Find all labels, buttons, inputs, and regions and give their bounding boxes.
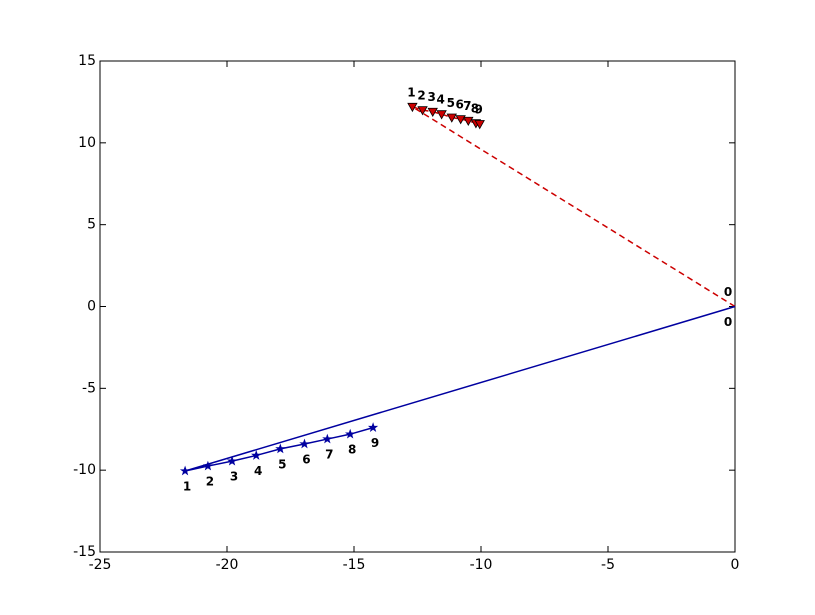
series-line [184,305,736,472]
marker [417,106,428,116]
point-label: 6 [456,98,464,112]
marker [251,449,262,460]
point-label: 2 [417,89,425,103]
point-label: 6 [302,452,310,466]
marker [322,433,333,444]
marker [474,120,485,130]
point-label: 3 [230,470,238,484]
point-label: 4 [436,93,444,107]
marker [427,107,438,118]
y-tick-label: -15 [73,544,96,560]
x-tick-label: -15 [343,557,366,573]
x-tick-label: -20 [216,557,239,573]
series-line [412,106,736,308]
point-label: 4 [254,464,262,478]
y-tick-label: -5 [82,380,96,396]
point-label: 9 [371,436,379,450]
point-label: 8 [348,443,356,457]
y-tick-label: 0 [87,299,96,315]
y-tick-label: 5 [87,217,96,233]
x-tick-label: 0 [731,557,740,573]
marker [367,422,379,433]
point-label: 7 [463,99,471,113]
marker [455,115,466,125]
x-tick-label: -5 [601,557,615,573]
point-label: 3 [428,90,436,104]
marker [299,438,310,449]
point-label: 8 [471,102,479,116]
point-label: 0 [724,285,732,299]
point-label: 9 [475,103,483,117]
point-label: 7 [325,448,333,462]
marker [436,110,447,120]
point-label: 5 [278,457,286,471]
x-tick-label: -10 [470,557,493,573]
y-tick-label: 15 [78,53,96,69]
point-label: 1 [183,479,191,493]
y-tick-label: -10 [73,462,96,478]
y-tick-label: 10 [78,135,96,151]
marker [179,465,191,476]
point-label: 1 [407,85,415,99]
marker [407,102,418,113]
marker [345,428,356,439]
x-tick-label: -25 [89,557,112,573]
marker [202,460,214,471]
marker [275,443,286,454]
marker [226,455,238,466]
marker [446,113,457,123]
point-label: 2 [206,475,214,489]
point-label: 5 [447,96,455,110]
marker [463,116,474,127]
point-label: 0 [724,315,732,329]
plot-frame [99,60,736,553]
